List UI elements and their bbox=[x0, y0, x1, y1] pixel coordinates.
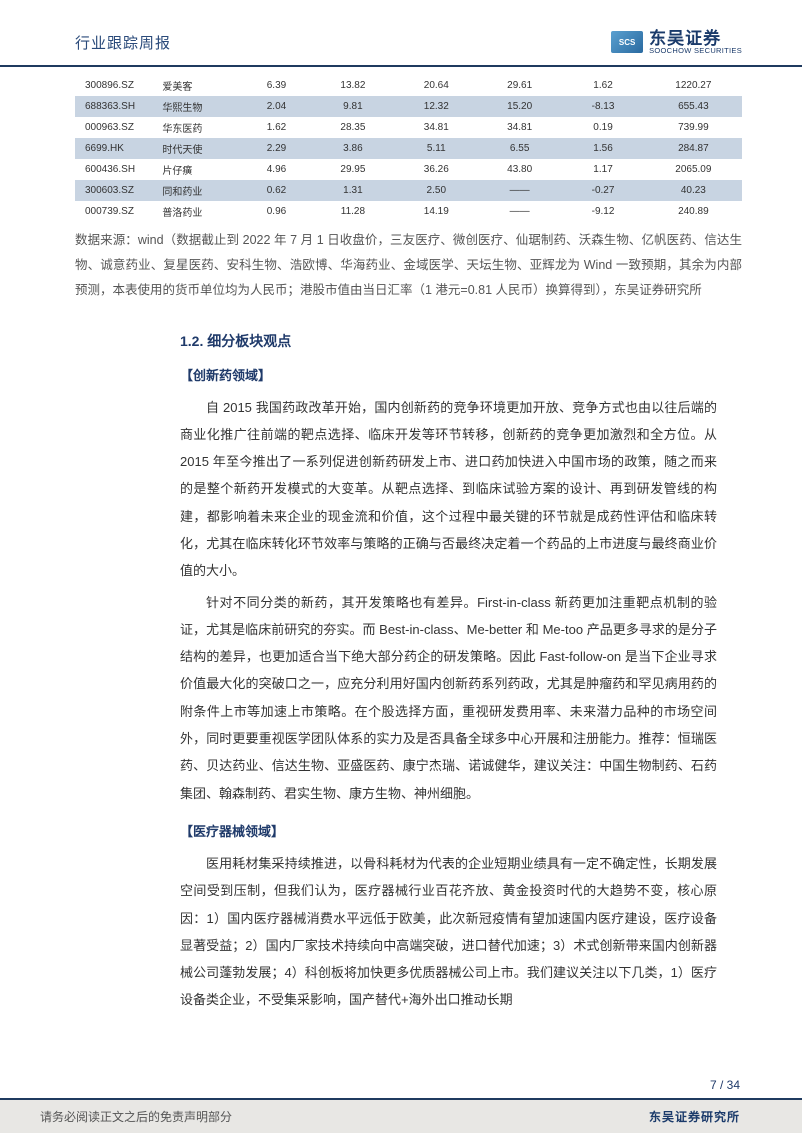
page-footer: 7 / 34 请务必阅读正文之后的免责声明部分 东吴证券研究所 bbox=[0, 1078, 802, 1133]
table-cell: —— bbox=[478, 180, 561, 201]
table-cell: 片仔癀 bbox=[158, 159, 241, 180]
table-row: 600436.SH片仔癀4.9629.9536.2643.801.172065.… bbox=[75, 159, 742, 180]
table-cell: 0.19 bbox=[561, 117, 644, 138]
table-cell: 1.62 bbox=[242, 117, 311, 138]
table-source-note: 数据来源：wind（数据截止到 2022 年 7 月 1 日收盘价，三友医疗、微… bbox=[0, 222, 802, 303]
page-header: 行业跟踪周报 SCS 东吴证券 SOOCHOW SECURITIES bbox=[0, 0, 802, 67]
table-cell: 华熙生物 bbox=[158, 96, 241, 117]
table-cell: 2.50 bbox=[395, 180, 478, 201]
paragraph: 医用耗材集采持续推进，以骨科耗材为代表的企业短期业绩具有一定不确定性，长期发展空… bbox=[180, 850, 717, 1014]
table-cell: 12.32 bbox=[395, 96, 478, 117]
table-cell: 34.81 bbox=[395, 117, 478, 138]
table-cell: 000963.SZ bbox=[75, 117, 158, 138]
table-cell: 2.04 bbox=[242, 96, 311, 117]
body-content: 1.2. 细分板块观点 【创新药领域】 自 2015 我国药政改革开始，国内创新… bbox=[0, 303, 802, 1014]
table-cell: —— bbox=[478, 201, 561, 222]
table-cell: 300603.SZ bbox=[75, 180, 158, 201]
table-cell: -8.13 bbox=[561, 96, 644, 117]
table-cell: 28.35 bbox=[311, 117, 394, 138]
table-cell: 600436.SH bbox=[75, 159, 158, 180]
section-heading: 1.2. 细分板块观点 bbox=[180, 331, 717, 351]
company-logo: SCS 东吴证券 SOOCHOW SECURITIES bbox=[611, 30, 742, 55]
table-cell: 739.99 bbox=[645, 117, 742, 138]
table-cell: 6.55 bbox=[478, 138, 561, 159]
logo-icon: SCS bbox=[611, 31, 643, 53]
table-cell: 0.96 bbox=[242, 201, 311, 222]
table-row: 300896.SZ爱美客6.3913.8220.6429.611.621220.… bbox=[75, 75, 742, 96]
table-row: 000963.SZ华东医药1.6228.3534.8134.810.19739.… bbox=[75, 117, 742, 138]
paragraph: 针对不同分类的新药，其开发策略也有差异。First-in-class 新药更加注… bbox=[180, 589, 717, 807]
table-cell: 9.81 bbox=[311, 96, 394, 117]
table-cell: -9.12 bbox=[561, 201, 644, 222]
table-cell: 5.11 bbox=[395, 138, 478, 159]
table-cell: 1.62 bbox=[561, 75, 644, 96]
page-number: 7 / 34 bbox=[0, 1078, 802, 1098]
table-row: 300603.SZ同和药业0.621.312.50——-0.2740.23 bbox=[75, 180, 742, 201]
table-cell: 6.39 bbox=[242, 75, 311, 96]
table-cell: 14.19 bbox=[395, 201, 478, 222]
subsection-innovative-drugs: 【创新药领域】 bbox=[180, 365, 717, 384]
table-row: 000739.SZ普洛药业0.9611.2814.19——-9.12240.89 bbox=[75, 201, 742, 222]
table-cell: 40.23 bbox=[645, 180, 742, 201]
table-cell: 1220.27 bbox=[645, 75, 742, 96]
table-cell: 时代天使 bbox=[158, 138, 241, 159]
table-cell: 688363.SH bbox=[75, 96, 158, 117]
disclaimer-text: 请务必阅读正文之后的免责声明部分 bbox=[40, 1108, 232, 1125]
table-cell: 300896.SZ bbox=[75, 75, 158, 96]
table-cell: 240.89 bbox=[645, 201, 742, 222]
table-cell: 同和药业 bbox=[158, 180, 241, 201]
table-cell: 29.61 bbox=[478, 75, 561, 96]
table-cell: 13.82 bbox=[311, 75, 394, 96]
report-title: 行业跟踪周报 bbox=[75, 32, 171, 53]
table-cell: 15.20 bbox=[478, 96, 561, 117]
logo-cn: 东吴证券 bbox=[649, 30, 742, 47]
table-cell: 3.86 bbox=[311, 138, 394, 159]
table-cell: 43.80 bbox=[478, 159, 561, 180]
table-cell: 1.31 bbox=[311, 180, 394, 201]
logo-en: SOOCHOW SECURITIES bbox=[649, 47, 742, 55]
table-cell: 29.95 bbox=[311, 159, 394, 180]
table-cell: 20.64 bbox=[395, 75, 478, 96]
data-table-wrap: 300896.SZ爱美客6.3913.8220.6429.611.621220.… bbox=[0, 75, 802, 222]
table-row: 688363.SH华熙生物2.049.8112.3215.20-8.13655.… bbox=[75, 96, 742, 117]
table-cell: 000739.SZ bbox=[75, 201, 158, 222]
table-cell: 0.62 bbox=[242, 180, 311, 201]
table-cell: 爱美客 bbox=[158, 75, 241, 96]
table-cell: 655.43 bbox=[645, 96, 742, 117]
table-cell: 1.17 bbox=[561, 159, 644, 180]
paragraph: 自 2015 我国药政改革开始，国内创新药的竞争环境更加开放、竞争方式也由以往后… bbox=[180, 394, 717, 585]
table-cell: 2065.09 bbox=[645, 159, 742, 180]
table-cell: 普洛药业 bbox=[158, 201, 241, 222]
table-cell: 6699.HK bbox=[75, 138, 158, 159]
stock-table: 300896.SZ爱美客6.3913.8220.6429.611.621220.… bbox=[75, 75, 742, 222]
footer-company: 东吴证券研究所 bbox=[649, 1108, 740, 1125]
table-cell: 284.87 bbox=[645, 138, 742, 159]
table-cell: 34.81 bbox=[478, 117, 561, 138]
table-cell: 1.56 bbox=[561, 138, 644, 159]
table-cell: 华东医药 bbox=[158, 117, 241, 138]
table-cell: -0.27 bbox=[561, 180, 644, 201]
table-cell: 36.26 bbox=[395, 159, 478, 180]
table-cell: 11.28 bbox=[311, 201, 394, 222]
subsection-medical-devices: 【医疗器械领域】 bbox=[180, 821, 717, 840]
table-cell: 2.29 bbox=[242, 138, 311, 159]
table-cell: 4.96 bbox=[242, 159, 311, 180]
table-row: 6699.HK时代天使2.293.865.116.551.56284.87 bbox=[75, 138, 742, 159]
